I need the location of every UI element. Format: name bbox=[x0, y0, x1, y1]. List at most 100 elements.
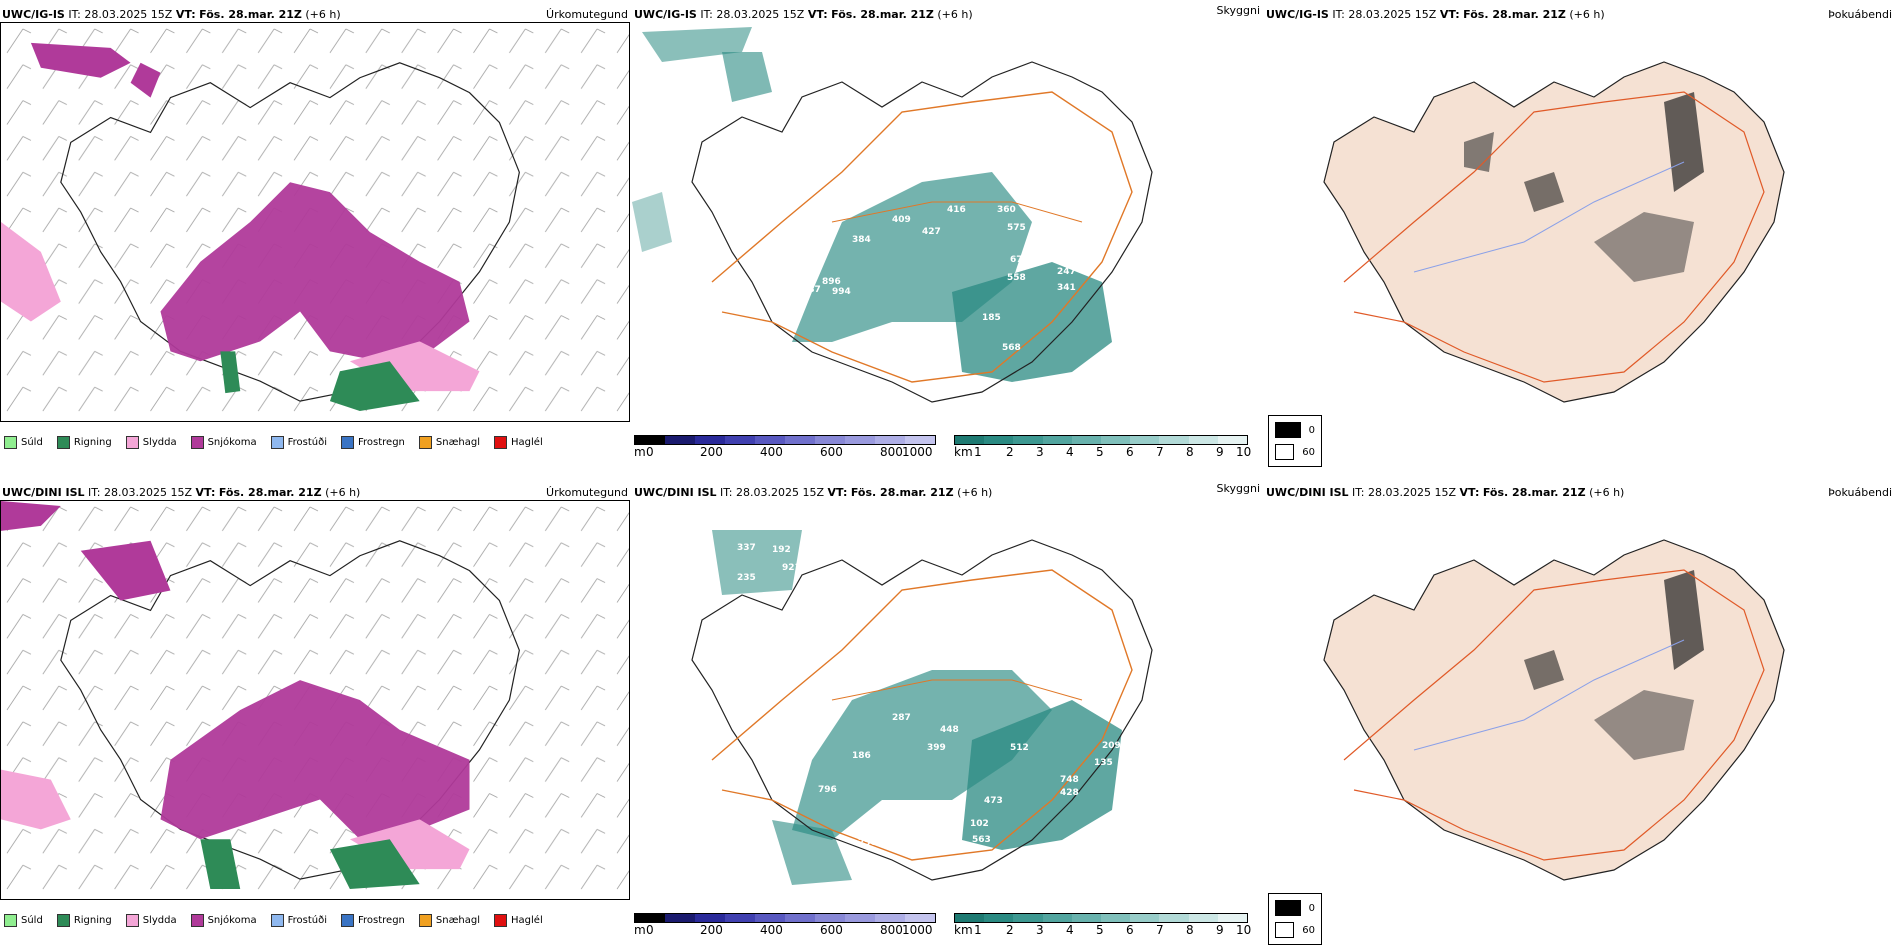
panel-header: UWC/IG-IS IT: 28.03.2025 15Z VT: Fös. 28… bbox=[2, 8, 628, 22]
svg-text:192: 192 bbox=[772, 545, 791, 555]
colorbar-segment bbox=[1217, 436, 1248, 444]
svg-text:921: 921 bbox=[782, 563, 801, 573]
colorbar-segment bbox=[695, 436, 725, 444]
colorbar-segment bbox=[665, 914, 695, 922]
panel-header: UWC/DINI ISL IT: 28.03.2025 15Z VT: Fös.… bbox=[2, 486, 628, 499]
swatch-snow-pellets bbox=[418, 435, 432, 449]
colorbar-segment bbox=[1042, 436, 1072, 444]
snow-area bbox=[160, 680, 470, 840]
svg-text:491: 491 bbox=[934, 833, 953, 843]
fog-key: 0 60 bbox=[1268, 415, 1322, 467]
swatch-hail bbox=[494, 435, 508, 449]
svg-text:287: 287 bbox=[892, 713, 911, 723]
colorbar-segment bbox=[905, 436, 935, 444]
colorbar-segment bbox=[725, 914, 755, 922]
svg-text:247: 247 bbox=[1057, 267, 1076, 277]
swatch-sleet bbox=[125, 435, 139, 449]
colorbar-segment bbox=[635, 436, 665, 444]
svg-text:102: 102 bbox=[970, 819, 989, 829]
legend-item: Snæhagl bbox=[418, 435, 480, 449]
precip-map bbox=[0, 22, 630, 422]
fog-swatch-60 bbox=[1275, 444, 1295, 460]
lead-time: (+6 h) bbox=[305, 8, 341, 21]
legend-item: Snjókoma bbox=[190, 435, 257, 449]
colorbar-segment bbox=[845, 436, 875, 444]
field-name: Þokuábendi bbox=[1828, 486, 1892, 499]
colorbar-segment bbox=[755, 436, 785, 444]
fog-index-panel-2: UWC/DINI ISL IT: 28.03.2025 15Z VT: Fös.… bbox=[1264, 478, 1894, 945]
iceland-outline bbox=[60, 62, 520, 402]
field-name: Úrkomutegund bbox=[546, 8, 628, 21]
svg-text:209: 209 bbox=[1102, 741, 1121, 751]
svg-text:512: 512 bbox=[1010, 743, 1029, 753]
colorbar-segment bbox=[1217, 914, 1248, 922]
cloud-base-colorbar: m 0 200 400 600 800 1000 bbox=[634, 435, 944, 459]
panel-header: UWC/DINI ISL IT: 28.03.2025 15Z VT: Fös.… bbox=[1266, 486, 1892, 499]
precip-legend: Súld Rigning Slydda Snjókoma Frostúði Fr… bbox=[4, 432, 551, 452]
colorbar-segment bbox=[1188, 914, 1218, 922]
svg-text:235: 235 bbox=[737, 573, 756, 583]
it-label: IT: bbox=[68, 8, 81, 21]
panel-header: UWC/IG-IS IT: 28.03.2025 15Z VT: Fös. 28… bbox=[1266, 8, 1892, 21]
vt-label: VT: bbox=[175, 8, 196, 21]
colorbar-segment bbox=[755, 914, 785, 922]
panel-header: UWC/DINI ISL IT: 28.03.2025 15Z VT: Fös.… bbox=[634, 482, 1260, 499]
svg-text:428: 428 bbox=[1060, 788, 1079, 798]
svg-text:384: 384 bbox=[852, 235, 871, 245]
field-name: Þokuábendi bbox=[1828, 8, 1892, 21]
colorbar-segment bbox=[785, 914, 815, 922]
visibility-panel-1: UWC/IG-IS IT: 28.03.2025 15Z VT: Fös. 28… bbox=[632, 0, 1262, 465]
iceland-outline bbox=[691, 61, 1153, 403]
precip-type-panel-1: UWC/IG-IS IT: 28.03.2025 15Z VT: Fös. 28… bbox=[0, 0, 630, 465]
svg-text:563: 563 bbox=[972, 835, 991, 845]
svg-text:427: 427 bbox=[922, 227, 941, 237]
svg-text:575: 575 bbox=[1007, 223, 1026, 233]
field-name: Úrkomutegund bbox=[546, 486, 628, 499]
visibility-values: 337 192 921 235 287 448 399 512 209 135 … bbox=[737, 543, 1121, 848]
it-value: 28.03.2025 15Z bbox=[84, 8, 173, 21]
precip-legend: Súld Rigning Slydda Snjókoma Frostúði Fr… bbox=[4, 910, 551, 930]
fog-key: 0 60 bbox=[1268, 893, 1322, 945]
colorbar-segment bbox=[875, 914, 905, 922]
svg-text:416: 416 bbox=[947, 205, 966, 215]
colorbar-segment bbox=[1101, 914, 1131, 922]
swatch-drizzle bbox=[4, 435, 17, 449]
svg-text:558: 558 bbox=[1007, 273, 1026, 283]
svg-text:302: 302 bbox=[782, 80, 801, 90]
model-name: UWC/IG-IS bbox=[2, 8, 65, 21]
colorbar-segment bbox=[1159, 436, 1189, 444]
colorbar-segment bbox=[955, 436, 985, 444]
swatch-freezing-drizzle bbox=[270, 435, 284, 449]
visibility-strip bbox=[954, 435, 1248, 445]
vt-value: Fös. 28.mar. 21Z bbox=[199, 8, 302, 21]
precip-type-panel-2: UWC/DINI ISL IT: 28.03.2025 15Z VT: Fös.… bbox=[0, 478, 630, 943]
svg-text:297: 297 bbox=[1077, 243, 1096, 253]
colorbar-segment bbox=[1013, 914, 1043, 922]
colorbar-segment bbox=[1188, 436, 1218, 444]
snow-area bbox=[160, 182, 470, 362]
svg-text:185: 185 bbox=[982, 313, 1001, 323]
colorbar-segment bbox=[1013, 436, 1043, 444]
svg-text:360: 360 bbox=[997, 205, 1016, 215]
svg-text:748: 748 bbox=[1060, 775, 1079, 785]
legend-item: Rigning bbox=[56, 435, 112, 449]
colorbar-segment bbox=[984, 914, 1014, 922]
svg-text:568: 568 bbox=[1002, 343, 1021, 353]
panel-header: UWC/IG-IS IT: 28.03.2025 15Z VT: Fös. 28… bbox=[634, 4, 1260, 21]
swatch-snow bbox=[190, 435, 204, 449]
colorbar-segment bbox=[955, 914, 985, 922]
svg-text:135: 135 bbox=[1094, 758, 1113, 768]
iceland-outline bbox=[60, 540, 520, 880]
fog-swatch-0 bbox=[1275, 422, 1301, 438]
svg-text:186: 186 bbox=[852, 751, 871, 761]
road-network bbox=[711, 91, 1133, 383]
svg-text:399: 399 bbox=[927, 743, 946, 753]
colorbar-segment bbox=[875, 436, 905, 444]
colorbar-segment bbox=[635, 914, 665, 922]
visibility-strip bbox=[954, 913, 1248, 923]
colorbar-segment bbox=[1130, 914, 1160, 922]
visibility-colorbar: km 1 2 3 4 5 6 7 8 9 10 bbox=[954, 913, 1254, 937]
colorbar-segment bbox=[1042, 914, 1072, 922]
legend-item: Haglél bbox=[494, 435, 543, 449]
svg-text:987: 987 bbox=[802, 285, 821, 295]
